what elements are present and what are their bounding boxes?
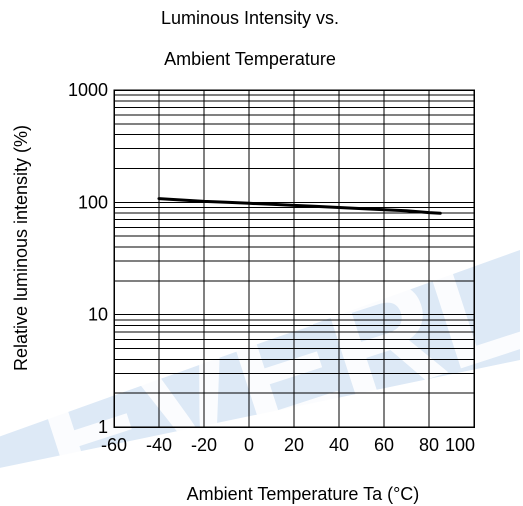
- x-tick-labels: -60 -40 -20 0 20 40 60 80 100: [101, 435, 475, 455]
- chart-title-line-1: Luminous Intensity vs.: [161, 8, 339, 28]
- series-layer: [157, 197, 442, 215]
- y-tick-label: 1: [98, 417, 108, 437]
- watermark-logo: EVERL: [0, 214, 523, 506]
- x-tick-label: 20: [284, 435, 304, 455]
- x-tick-label: 40: [329, 435, 349, 455]
- y-tick-labels: 1 10 100 1000: [68, 80, 108, 437]
- y-tick-label: 10: [88, 305, 108, 325]
- x-tick-label: -20: [191, 435, 217, 455]
- plot-frame: [113, 89, 475, 428]
- x-tick-label: 100: [445, 435, 475, 455]
- y-tick-label: 100: [78, 192, 108, 212]
- chart-title-line-2: Ambient Temperature: [164, 49, 336, 69]
- x-axis-label: Ambient Temperature Ta (°C): [187, 484, 420, 504]
- x-tick-label: 0: [244, 435, 254, 455]
- watermark-text: EVERL: [21, 214, 523, 506]
- y-axis-label: Relative luminous intensity (%): [11, 125, 31, 371]
- series-line: [157, 197, 442, 215]
- y-tick-label: 1000: [68, 80, 108, 100]
- x-tick-label: 80: [419, 435, 439, 455]
- x-tick-label: -60: [101, 435, 127, 455]
- x-tick-label: -40: [146, 435, 172, 455]
- x-tick-label: 60: [374, 435, 394, 455]
